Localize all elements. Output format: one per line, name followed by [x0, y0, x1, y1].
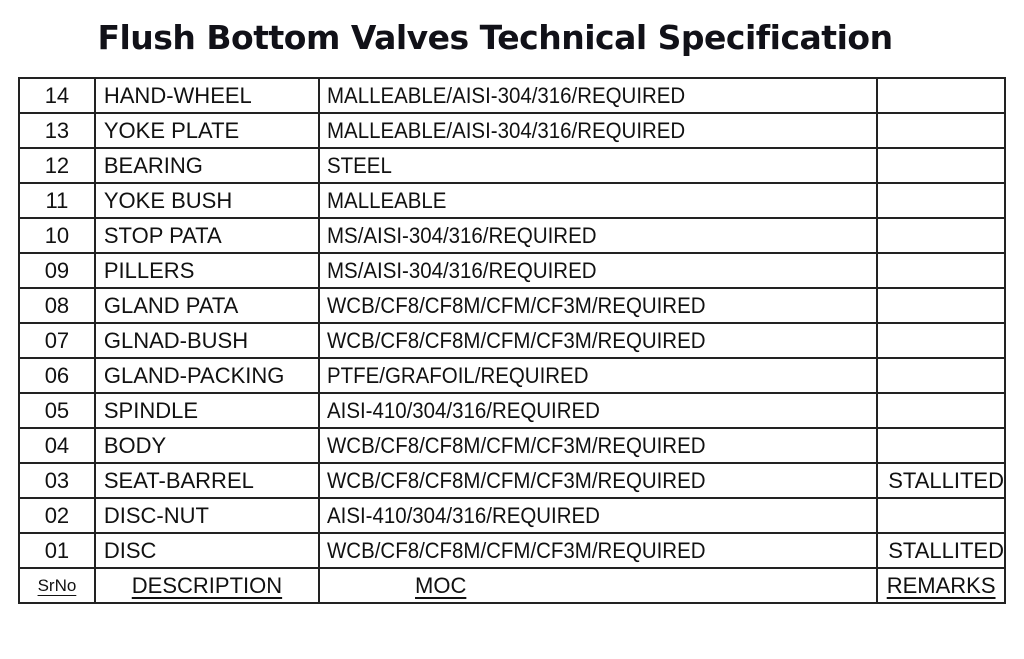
table-row: 05 SPINDLE AISI-410/304/316/REQUIRED — [18, 392, 1006, 429]
moc-text: WCB/CF8/CF8M/CFM/CF3M/REQUIRED — [327, 327, 706, 353]
table-row: 04 BODY WCB/CF8/CF8M/CFM/CF3M/REQUIRED — [18, 427, 1006, 464]
remarks-cell — [876, 217, 1006, 254]
srno-cell: 01 — [18, 532, 96, 569]
remarks-cell — [876, 357, 1006, 394]
remarks-cell — [876, 322, 1006, 359]
moc-cell: WCB/CF8/CF8M/CFM/CF3M/REQUIRED — [318, 322, 879, 359]
moc-cell: WCB/CF8/CF8M/CFM/CF3M/REQUIRED — [318, 287, 879, 324]
moc-text: MALLEABLE/AISI-304/316/REQUIRED — [327, 117, 686, 143]
description-cell: BODY — [93, 427, 321, 464]
remarks-cell — [876, 112, 1006, 149]
table-row: 11 YOKE BUSH MALLEABLE — [18, 182, 1006, 219]
moc-text: WCB/CF8/CF8M/CFM/CF3M/REQUIRED — [327, 292, 706, 318]
srno-cell: 14 — [18, 77, 96, 114]
moc-cell: STEEL — [318, 147, 879, 184]
srno-cell: 06 — [18, 357, 96, 394]
description-cell: YOKE BUSH — [93, 182, 321, 219]
table-row: 08 GLAND PATA WCB/CF8/CF8M/CFM/CF3M/REQU… — [18, 287, 1006, 324]
srno-cell: 09 — [18, 252, 96, 289]
title-text: Flush Bottom Valves Technical Specificat… — [97, 18, 893, 57]
remarks-cell — [876, 147, 1006, 184]
header-description-label: DESCRIPTION — [131, 572, 283, 598]
table-row: 14 HAND-WHEEL MALLEABLE/AISI-304/316/REQ… — [18, 77, 1006, 114]
moc-cell: PTFE/GRAFOIL/REQUIRED — [318, 357, 879, 394]
remarks-cell — [876, 427, 1006, 464]
srno-cell: 04 — [18, 427, 96, 464]
header-moc: MOC — [318, 567, 879, 604]
moc-text: AISI-410/304/316/REQUIRED — [327, 502, 600, 528]
table-row: 01 DISC WCB/CF8/CF8M/CFM/CF3M/REQUIRED S… — [18, 532, 1006, 569]
remarks-cell — [876, 182, 1006, 219]
moc-text: PTFE/GRAFOIL/REQUIRED — [327, 362, 589, 388]
remarks-cell — [876, 497, 1006, 534]
srno-cell: 08 — [18, 287, 96, 324]
moc-cell: MALLEABLE/AISI-304/316/REQUIRED — [318, 112, 879, 149]
description-cell: GLAND-PACKING — [93, 357, 321, 394]
moc-text: MALLEABLE — [327, 187, 447, 213]
srno-cell: 07 — [18, 322, 96, 359]
specification-table: 14 HAND-WHEEL MALLEABLE/AISI-304/316/REQ… — [18, 77, 1006, 604]
description-cell: DISC-NUT — [93, 497, 321, 534]
header-description: DESCRIPTION — [93, 567, 321, 604]
moc-cell: WCB/CF8/CF8M/CFM/CF3M/REQUIRED — [318, 532, 879, 569]
moc-cell: AISI-410/304/316/REQUIRED — [318, 392, 879, 429]
srno-cell: 12 — [18, 147, 96, 184]
header-remarks-label: REMARKS — [886, 572, 996, 598]
remarks-cell — [876, 392, 1006, 429]
moc-text: WCB/CF8/CF8M/CFM/CF3M/REQUIRED — [327, 537, 706, 563]
description-cell: BEARING — [93, 147, 321, 184]
table-row: 12 BEARING STEEL — [18, 147, 1006, 184]
table-row: 10 STOP PATA MS/AISI-304/316/REQUIRED — [18, 217, 1006, 254]
moc-text: WCB/CF8/CF8M/CFM/CF3M/REQUIRED — [327, 432, 706, 458]
moc-text: MS/AISI-304/316/REQUIRED — [327, 257, 597, 283]
moc-cell: MS/AISI-304/316/REQUIRED — [318, 217, 879, 254]
moc-text: AISI-410/304/316/REQUIRED — [327, 397, 600, 423]
srno-cell: 05 — [18, 392, 96, 429]
description-cell: GLNAD-BUSH — [93, 322, 321, 359]
page-title: Flush Bottom Valves Technical Specificat… — [0, 18, 1000, 57]
remarks-cell: STALLITED — [876, 462, 1006, 499]
srno-cell: 03 — [18, 462, 96, 499]
moc-cell: WCB/CF8/CF8M/CFM/CF3M/REQUIRED — [318, 427, 879, 464]
remarks-cell — [876, 77, 1006, 114]
remarks-cell — [876, 287, 1006, 324]
description-cell: SPINDLE — [93, 392, 321, 429]
remarks-cell — [876, 252, 1006, 289]
srno-cell: 13 — [18, 112, 96, 149]
description-cell: HAND-WHEEL — [93, 77, 321, 114]
moc-text: WCB/CF8/CF8M/CFM/CF3M/REQUIRED — [327, 467, 706, 493]
table-header-row: SrNo DESCRIPTION MOC REMARKS — [18, 567, 1006, 604]
table-row: 07 GLNAD-BUSH WCB/CF8/CF8M/CFM/CF3M/REQU… — [18, 322, 1006, 359]
table-row: 03 SEAT-BARREL WCB/CF8/CF8M/CFM/CF3M/REQ… — [18, 462, 1006, 499]
description-cell: YOKE PLATE — [93, 112, 321, 149]
moc-text: MS/AISI-304/316/REQUIRED — [327, 222, 597, 248]
table-row: 09 PILLERS MS/AISI-304/316/REQUIRED — [18, 252, 1006, 289]
moc-cell: MS/AISI-304/316/REQUIRED — [318, 252, 879, 289]
header-moc-label: MOC — [415, 572, 467, 598]
srno-cell: 10 — [18, 217, 96, 254]
header-srno: SrNo — [18, 567, 96, 604]
srno-cell: 02 — [18, 497, 96, 534]
moc-text: STEEL — [327, 152, 392, 178]
description-cell: PILLERS — [93, 252, 321, 289]
moc-cell: WCB/CF8/CF8M/CFM/CF3M/REQUIRED — [318, 462, 879, 499]
table-row: 02 DISC-NUT AISI-410/304/316/REQUIRED — [18, 497, 1006, 534]
description-cell: SEAT-BARREL — [93, 462, 321, 499]
moc-cell: MALLEABLE/AISI-304/316/REQUIRED — [318, 77, 879, 114]
description-cell: GLAND PATA — [93, 287, 321, 324]
remarks-cell: STALLITED — [876, 532, 1006, 569]
header-remarks: REMARKS — [876, 567, 1006, 604]
table-row: 13 YOKE PLATE MALLEABLE/AISI-304/316/REQ… — [18, 112, 1006, 149]
description-cell: STOP PATA — [93, 217, 321, 254]
srno-cell: 11 — [18, 182, 96, 219]
table-row: 06 GLAND-PACKING PTFE/GRAFOIL/REQUIRED — [18, 357, 1006, 394]
description-cell: DISC — [93, 532, 321, 569]
header-srno-label: SrNo — [37, 576, 77, 595]
moc-cell: AISI-410/304/316/REQUIRED — [318, 497, 879, 534]
moc-text: MALLEABLE/AISI-304/316/REQUIRED — [327, 82, 686, 108]
moc-cell: MALLEABLE — [318, 182, 879, 219]
